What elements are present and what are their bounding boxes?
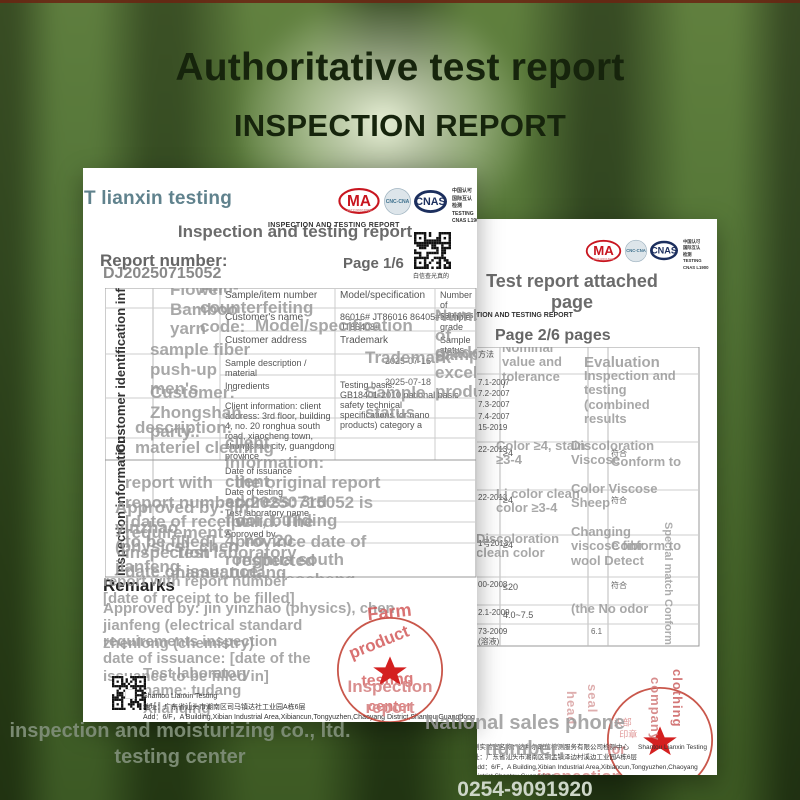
svg-text:2021190018990: 2021190018990 [593,257,615,261]
svg-text:MA: MA [347,193,371,210]
svg-text:CNC-CNA: CNC-CNA [386,199,410,205]
svg-text:CNAS: CNAS [651,246,677,256]
svg-text:product: product [346,621,412,662]
svg-text:2021190018990: 2021190018990 [346,209,371,213]
svg-text:MA: MA [593,243,614,258]
svg-text:CNC-CNA: CNC-CNA [626,248,646,253]
svg-text:CNAS: CNAS [415,196,445,208]
